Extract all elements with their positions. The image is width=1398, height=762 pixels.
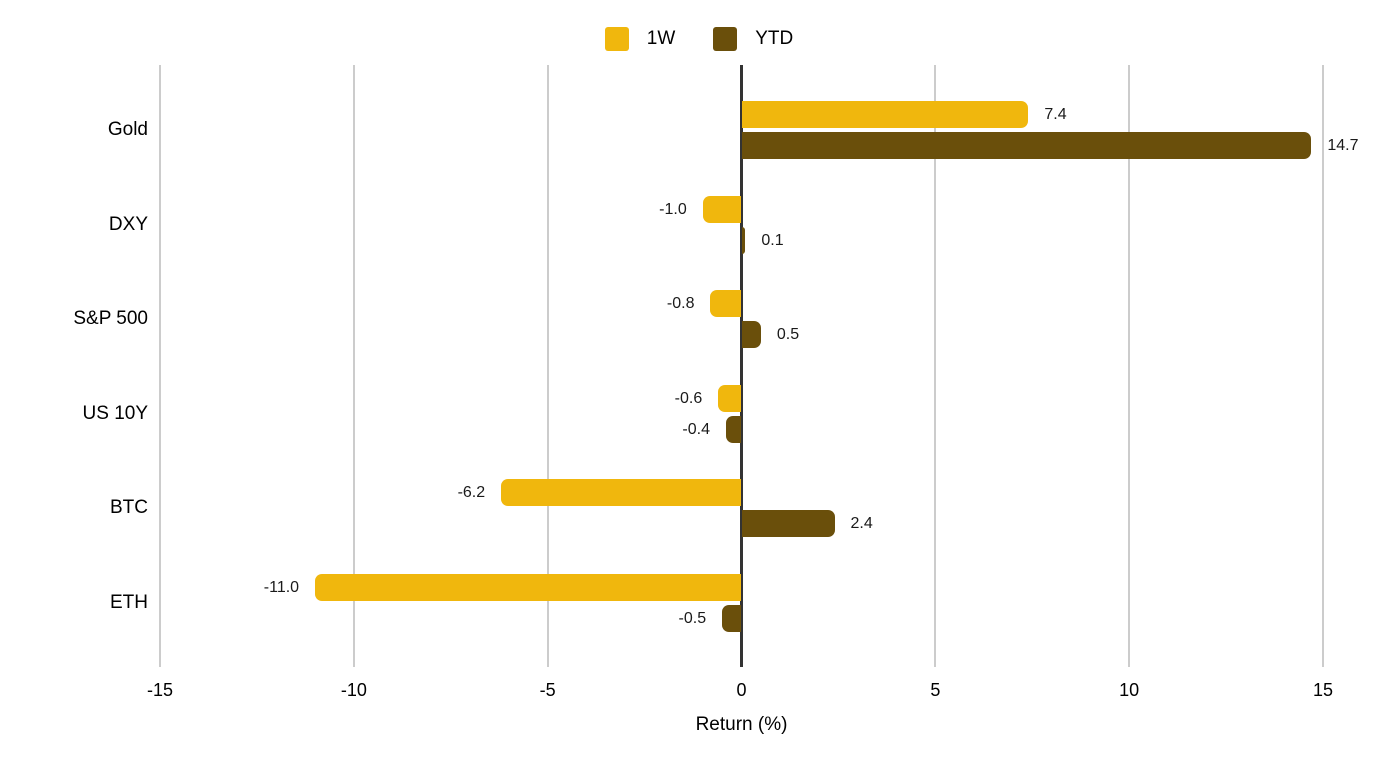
- x-axis-title: Return (%): [695, 714, 788, 735]
- value-label-ytd-btc: 2.4: [850, 515, 873, 532]
- legend-label-ytd: YTD: [755, 28, 794, 49]
- gridline--10: [352, 65, 355, 667]
- value-label-1w-btc: -6.2: [457, 484, 486, 501]
- x-tick-label--10: -10: [340, 680, 367, 700]
- bar-ytd-eth: [722, 604, 742, 632]
- category-label-eth: ETH: [110, 591, 148, 613]
- value-label-1w-gold: 7.4: [1044, 106, 1067, 123]
- x-tick-label-15: 15: [1312, 680, 1334, 700]
- value-label-ytd-s-p-500: 0.5: [776, 326, 800, 343]
- value-label-1w-us-10y: -0.6: [674, 389, 703, 407]
- x-tick-label-10: 10: [1119, 680, 1140, 700]
- category-label-btc: BTC: [110, 497, 148, 518]
- bar-1w-gold: [741, 101, 1029, 128]
- value-label-ytd-gold: 14.7: [1327, 137, 1359, 154]
- bar-ytd-gold: [741, 132, 1312, 159]
- gridline-15: [1322, 65, 1324, 667]
- value-label-1w-dxy: -1.0: [659, 200, 687, 218]
- bar-ytd-btc: [741, 510, 835, 537]
- x-tick-label--5: -5: [539, 680, 556, 700]
- x-tick-label-0: 0: [736, 680, 747, 700]
- legend-item-ytd: YTD: [713, 27, 793, 51]
- gridline-10: [1128, 65, 1131, 667]
- legend-swatch-ytd: [713, 27, 738, 51]
- x-tick-label-5: 5: [930, 680, 941, 700]
- bar-ytd-s-p-500: [741, 321, 761, 348]
- gridline-5: [934, 65, 937, 667]
- bar-ytd-dxy: [741, 226, 746, 254]
- bar-1w-us-10y: [718, 384, 742, 412]
- value-label-1w-eth: -11.0: [263, 578, 300, 596]
- zero-axis-line: [740, 65, 743, 667]
- legend-label-1w: 1W: [646, 28, 676, 49]
- legend-swatch-1w: [604, 27, 629, 51]
- value-label-1w-s-p-500: -0.8: [666, 295, 695, 312]
- legend-item-1w: 1W: [604, 27, 676, 51]
- legend: 1W YTD: [0, 27, 1398, 51]
- gridline--15: [159, 65, 161, 667]
- bar-1w-dxy: [702, 195, 742, 223]
- gridline--5: [546, 65, 549, 667]
- x-tick-label--15: -15: [146, 680, 174, 700]
- category-label-dxy: DXY: [108, 213, 148, 235]
- category-label-gold: Gold: [107, 119, 148, 140]
- category-label-us-10y: US 10Y: [82, 402, 148, 424]
- value-label-ytd-us-10y: -0.4: [682, 420, 710, 438]
- category-label-s-p-500: S&P 500: [73, 308, 148, 329]
- bar-1w-eth: [315, 573, 742, 601]
- bar-1w-btc: [501, 479, 742, 506]
- bar-1w-s-p-500: [710, 290, 742, 317]
- value-label-ytd-eth: -0.5: [678, 609, 707, 627]
- value-label-ytd-dxy: 0.1: [761, 231, 784, 249]
- bar-ytd-us-10y: [725, 415, 742, 443]
